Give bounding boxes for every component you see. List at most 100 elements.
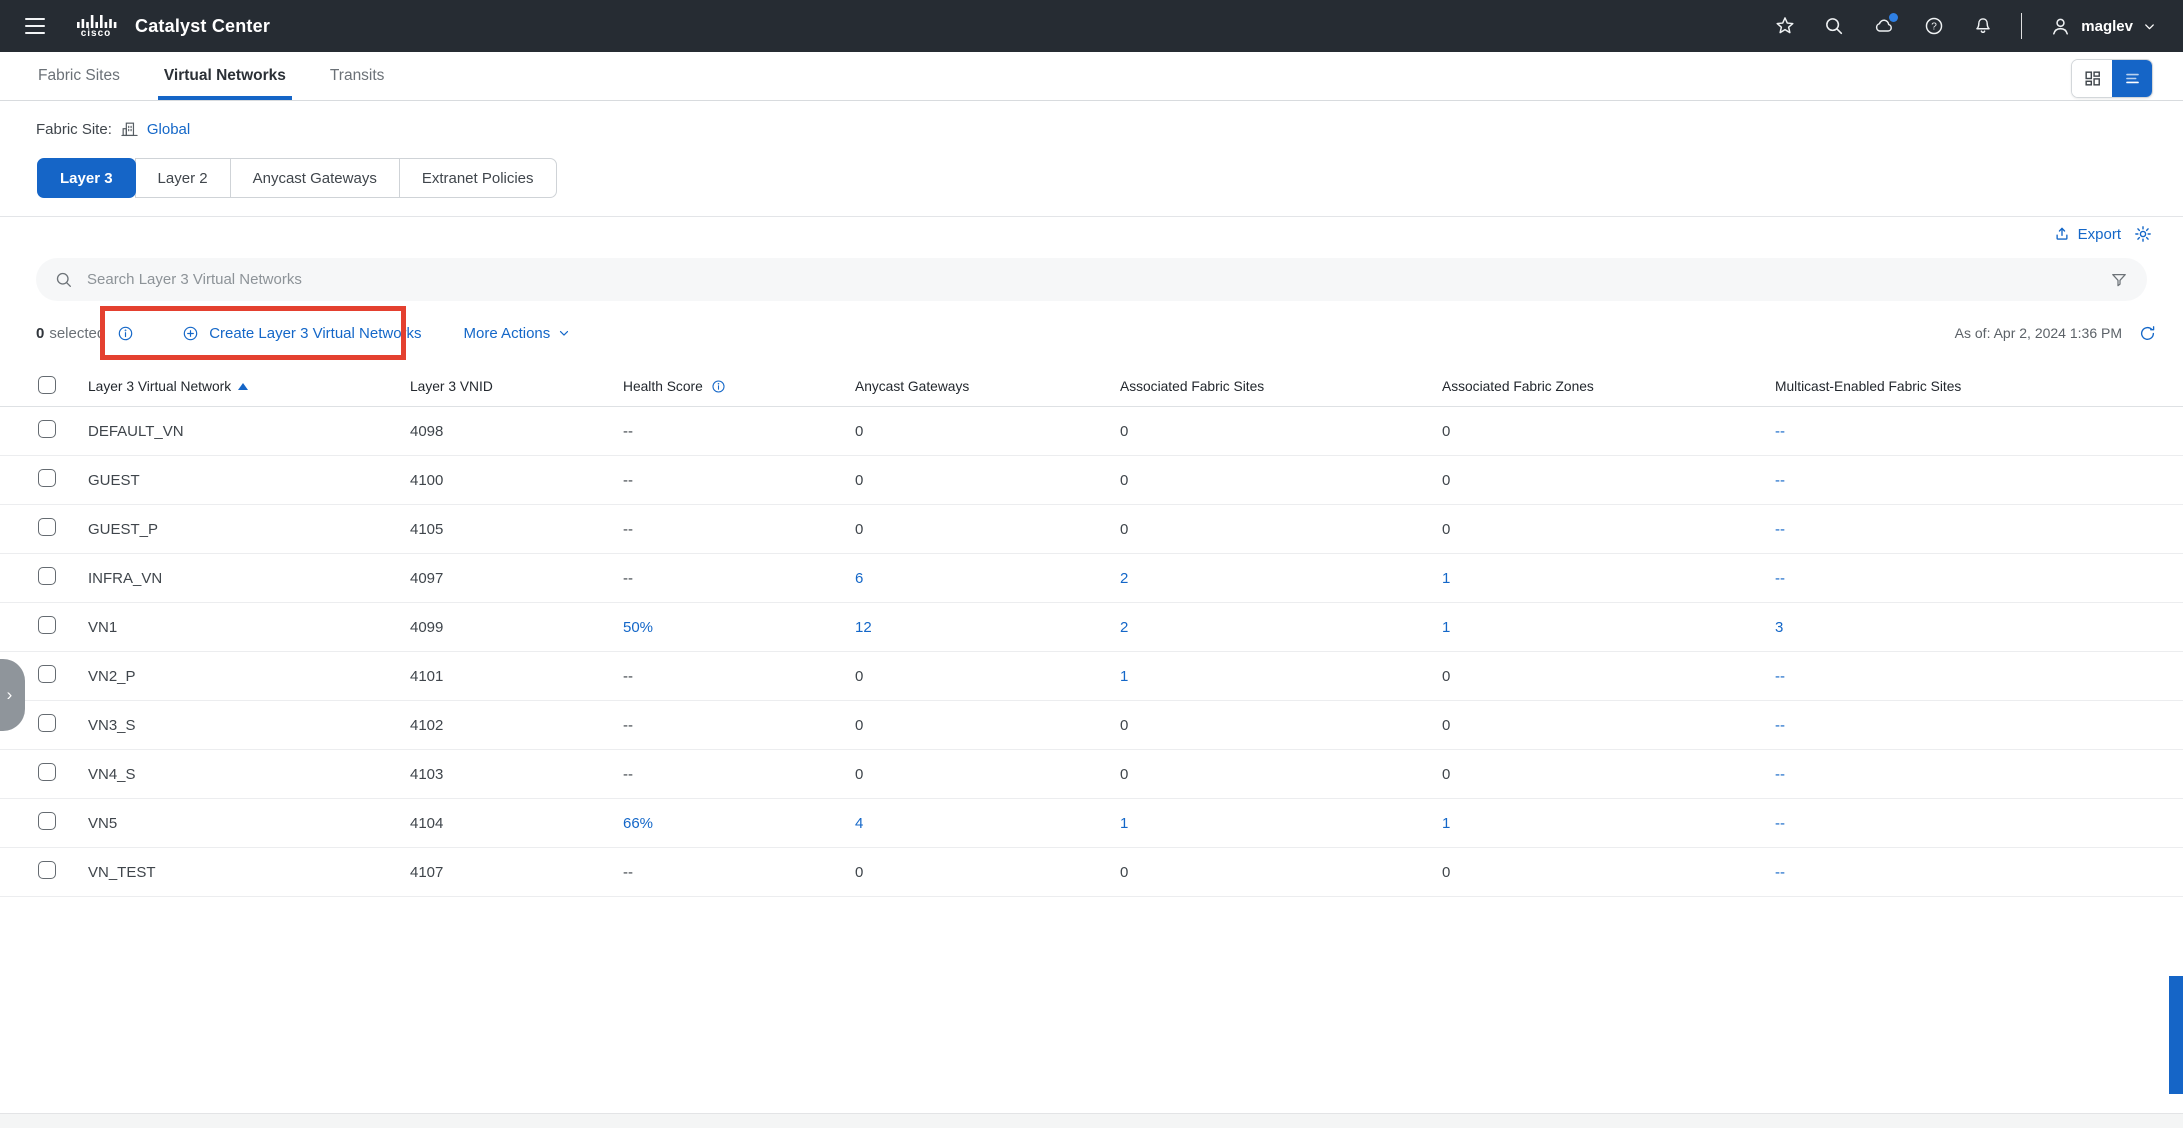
cell-vnid: 4099 [410,618,444,636]
cell-assoc-fabric-zones: 0 [1442,863,1451,881]
refresh-icon[interactable] [2138,324,2157,343]
row-checkbox[interactable] [38,763,56,781]
tab-anycast-gateways[interactable]: Anycast Gateways [229,158,400,198]
cell-anycast-gateways[interactable]: 12 [855,618,872,636]
row-checkbox[interactable] [38,714,56,732]
fabric-site-global-link[interactable]: Global [146,121,191,138]
row-checkbox[interactable] [38,861,56,879]
cell-assoc-fabric-sites[interactable]: 2 [1120,569,1129,587]
cell-multicast-sites[interactable]: -- [1775,520,1785,538]
cell-multicast-sites[interactable]: -- [1775,569,1785,587]
cell-vn-name: GUEST [88,471,140,489]
cell-vn-name: VN5 [88,814,118,832]
table-body: DEFAULT_VN 4098 -- 0 0 0 -- GUEST 4100 -- 0 0 0 -- GUE… [0,407,2183,897]
cell-assoc-fabric-sites[interactable]: 1 [1120,667,1129,685]
column-header-assoc-fabric-zones[interactable]: Associated Fabric Zones [1442,379,1775,394]
cell-health-score: -- [623,716,633,734]
column-header-vn-name[interactable]: Layer 3 Virtual Network [88,379,410,394]
select-all-checkbox[interactable] [38,375,56,394]
cell-multicast-sites[interactable]: -- [1775,814,1785,832]
cell-multicast-sites[interactable]: -- [1775,667,1785,685]
cell-anycast-gateways[interactable]: 6 [855,569,864,587]
cell-multicast-sites[interactable]: -- [1775,716,1785,734]
tab-virtual-networks[interactable]: Virtual Networks [157,52,292,100]
cell-vn-name: VN1 [88,618,118,636]
header-divider [2021,13,2023,39]
cisco-logo: cisco [75,14,117,39]
cell-health-score[interactable]: 66% [623,814,654,832]
tab-fabric-sites[interactable]: Fabric Sites [38,67,120,84]
cell-assoc-fabric-sites[interactable]: 1 [1120,814,1129,832]
cell-multicast-sites[interactable]: 3 [1775,618,1784,636]
cell-assoc-fabric-zones[interactable]: 1 [1442,618,1451,636]
chevron-down-icon [557,326,571,340]
cell-vn-name: GUEST_P [88,520,159,538]
row-checkbox[interactable] [38,567,56,585]
cell-health-score: -- [623,520,633,538]
row-checkbox[interactable] [38,616,56,634]
cell-anycast-gateways[interactable]: 4 [855,814,864,832]
cell-multicast-sites[interactable]: -- [1775,863,1785,881]
cell-health-score[interactable]: 50% [623,618,654,636]
grid-icon [2083,69,2102,88]
cell-health-score: -- [623,422,633,440]
row-checkbox[interactable] [38,812,56,830]
tab-layer-2[interactable]: Layer 2 [134,158,231,198]
column-header-assoc-fabric-sites[interactable]: Associated Fabric Sites [1120,379,1442,394]
scrollbar-thumb[interactable] [2169,976,2183,1094]
cell-multicast-sites[interactable]: -- [1775,422,1785,440]
panel-expand-handle[interactable]: › [0,659,25,731]
cell-assoc-fabric-zones[interactable]: 1 [1442,569,1451,587]
tab-transits[interactable]: Transits [329,67,385,84]
favorites-star-icon[interactable] [1774,15,1796,37]
cell-assoc-fabric-sites: 0 [1120,716,1129,734]
cell-assoc-fabric-zones[interactable]: 1 [1442,814,1451,832]
cell-anycast-gateways: 0 [855,765,864,783]
search-icon[interactable] [1823,15,1845,37]
row-checkbox[interactable] [38,469,56,487]
card-view-button[interactable] [2072,60,2112,97]
cloud-status-icon[interactable] [1872,13,1899,37]
cell-assoc-fabric-sites: 0 [1120,471,1129,489]
tab-extranet-policies[interactable]: Extranet Policies [398,158,557,198]
cell-anycast-gateways: 0 [855,422,864,440]
create-layer3-vn-label: Create Layer 3 Virtual Networks [209,324,422,342]
menu-icon[interactable] [25,18,45,34]
cell-vnid: 4105 [410,520,444,538]
cell-health-score: -- [623,667,633,685]
app-header: cisco Catalyst Center [0,0,2183,52]
export-button[interactable]: Export [2053,225,2121,243]
table-row: VN_TEST 4107 -- 0 0 0 -- [0,848,2183,897]
selection-info-icon[interactable] [116,324,135,343]
tab-layer-3[interactable]: Layer 3 [37,158,136,198]
notifications-bell-icon[interactable] [1972,15,1994,37]
search-input[interactable] [87,271,2096,288]
more-actions-button[interactable]: More Actions [464,325,572,342]
health-score-info-icon[interactable] [710,378,727,395]
help-icon[interactable]: ? [1923,15,1945,37]
column-label: Associated Fabric Zones [1442,378,1594,394]
row-checkbox[interactable] [38,665,56,683]
cell-assoc-fabric-sites[interactable]: 2 [1120,618,1129,636]
row-checkbox[interactable] [38,420,56,438]
cell-assoc-fabric-sites: 0 [1120,863,1129,881]
list-view-button[interactable] [2112,60,2152,97]
column-header-health-score[interactable]: Health Score [623,378,855,395]
column-header-vnid[interactable]: Layer 3 VNID [410,379,623,394]
cell-anycast-gateways: 0 [855,667,864,685]
cell-multicast-sites[interactable]: -- [1775,471,1785,489]
cell-anycast-gateways: 0 [855,863,864,881]
column-header-multicast-sites[interactable]: Multicast-Enabled Fabric Sites [1775,379,2183,394]
cell-health-score: -- [623,471,633,489]
row-checkbox[interactable] [38,518,56,536]
gear-icon[interactable] [2133,224,2153,244]
column-header-anycast-gateways[interactable]: Anycast Gateways [855,379,1120,394]
action-row: 0 selected Create Layer 3 Virtual Networ… [36,318,2157,348]
cell-multicast-sites[interactable]: -- [1775,765,1785,783]
filter-icon[interactable] [2109,270,2129,290]
section-divider [0,216,2183,217]
user-menu[interactable]: maglev [2049,15,2157,38]
column-label: Layer 3 VNID [410,378,493,394]
create-layer3-vn-button[interactable]: Create Layer 3 Virtual Networks [181,324,422,343]
